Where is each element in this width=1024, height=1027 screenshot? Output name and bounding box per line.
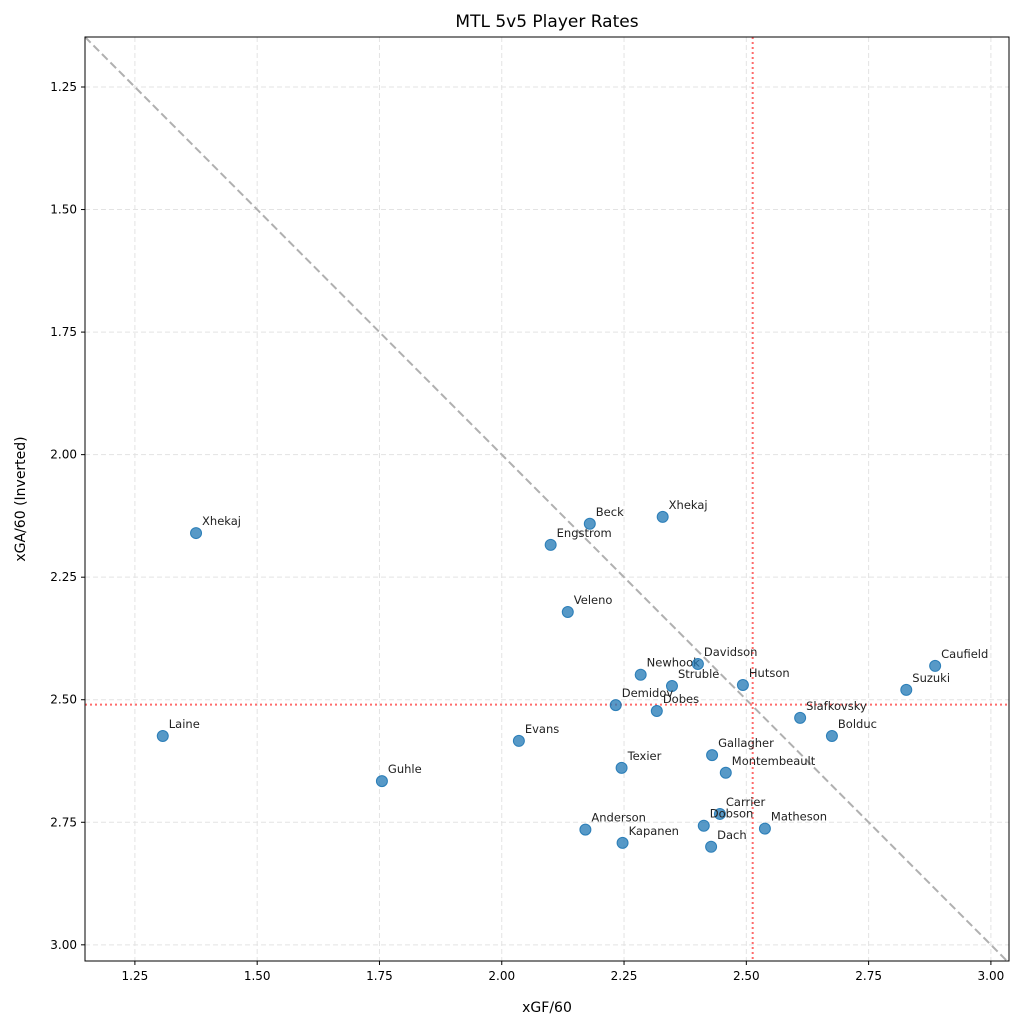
chart-title: MTL 5v5 Player Rates bbox=[455, 12, 638, 32]
y-tick-label: 2.00 bbox=[50, 448, 77, 462]
data-point bbox=[691, 657, 704, 670]
data-point bbox=[616, 836, 629, 849]
point-label: Struble bbox=[678, 667, 719, 681]
diagonal-line bbox=[84, 36, 1008, 962]
data-point bbox=[583, 517, 596, 530]
data-point bbox=[561, 605, 574, 618]
y-tick-label: 2.50 bbox=[50, 693, 77, 707]
data-point bbox=[929, 659, 942, 672]
point-label: Xhekaj bbox=[202, 514, 241, 528]
point-label: Hutson bbox=[749, 666, 790, 680]
x-tick-label: 1.25 bbox=[122, 969, 149, 983]
point-label: Newhook bbox=[647, 656, 700, 670]
point-label: Anderson bbox=[591, 811, 646, 825]
y-axis-label: xGA/60 (Inverted) bbox=[13, 436, 29, 561]
point-label: Bolduc bbox=[838, 717, 877, 731]
data-point bbox=[665, 680, 678, 693]
data-point bbox=[579, 823, 592, 836]
point-label: Dobson bbox=[710, 807, 754, 821]
ticks: 1.25 1.50 1.75 2.00 2.25 2.50 2.75 3.00 1.25 1.50… bbox=[50, 80, 1004, 983]
point-label: Slafkovsky bbox=[806, 699, 867, 713]
data-point bbox=[544, 538, 557, 551]
point-label: Engstrom bbox=[557, 526, 612, 540]
data-point bbox=[758, 822, 771, 835]
data-point bbox=[713, 807, 726, 820]
data-point bbox=[900, 683, 913, 696]
point-label: Evans bbox=[525, 722, 559, 736]
data-point bbox=[615, 761, 628, 774]
data-point bbox=[719, 766, 732, 779]
x-tick-label: 2.50 bbox=[733, 969, 760, 983]
y-tick-label: 2.75 bbox=[50, 815, 77, 829]
x-tick-label: 2.75 bbox=[855, 969, 882, 983]
point-label: Veleno bbox=[574, 593, 613, 607]
y-tick-label: 1.75 bbox=[50, 325, 77, 339]
y-tick-label: 1.50 bbox=[50, 203, 77, 217]
x-tick-label: 3.00 bbox=[978, 969, 1005, 983]
y-tick-label: 3.00 bbox=[50, 938, 77, 952]
data-point bbox=[656, 510, 669, 523]
point-label: Beck bbox=[596, 505, 624, 519]
point-label: Xhekaj bbox=[669, 498, 708, 512]
point-label: Texier bbox=[627, 749, 662, 763]
x-tick-label: 2.25 bbox=[611, 969, 638, 983]
data-point bbox=[697, 819, 710, 832]
data-point bbox=[650, 705, 663, 718]
point-label: Kapanen bbox=[629, 824, 679, 838]
point-label: Demidov bbox=[622, 686, 674, 700]
plot-frame bbox=[84, 36, 1010, 962]
data-point bbox=[609, 699, 622, 712]
point-label: Carrier bbox=[726, 795, 766, 809]
data-point bbox=[794, 711, 807, 724]
point-label: Caufield bbox=[941, 647, 988, 661]
x-tick-label: 1.50 bbox=[244, 969, 271, 983]
x-tick-label: 1.75 bbox=[366, 969, 393, 983]
data-point bbox=[705, 840, 718, 853]
point-label: Gallagher bbox=[718, 736, 774, 750]
point-label: Suzuki bbox=[912, 671, 950, 685]
point-label: Guhle bbox=[388, 762, 422, 776]
x-axis-label: xGF/60 bbox=[522, 1000, 572, 1016]
points: Xhekaj Laine Guhle Evans Engstrom Beck Xhekaj V… bbox=[156, 498, 988, 853]
point-label: Montembeault bbox=[732, 754, 816, 768]
reference-lines bbox=[84, 36, 1009, 962]
data-point bbox=[375, 775, 388, 788]
point-label: Matheson bbox=[771, 810, 827, 824]
x-tick-label: 2.00 bbox=[488, 969, 515, 983]
point-label: Dach bbox=[717, 828, 747, 842]
y-tick-label: 1.25 bbox=[50, 80, 77, 94]
data-point bbox=[825, 730, 838, 743]
data-point bbox=[706, 749, 719, 762]
point-label: Laine bbox=[169, 717, 200, 731]
point-label: Davidson bbox=[704, 645, 758, 659]
data-point bbox=[736, 679, 749, 692]
data-point bbox=[512, 734, 525, 747]
data-point bbox=[634, 668, 647, 681]
grid bbox=[85, 37, 1009, 961]
data-point bbox=[190, 527, 203, 540]
y-tick-label: 2.25 bbox=[50, 570, 77, 584]
point-label: Dobes bbox=[663, 692, 699, 706]
data-point bbox=[156, 730, 169, 743]
